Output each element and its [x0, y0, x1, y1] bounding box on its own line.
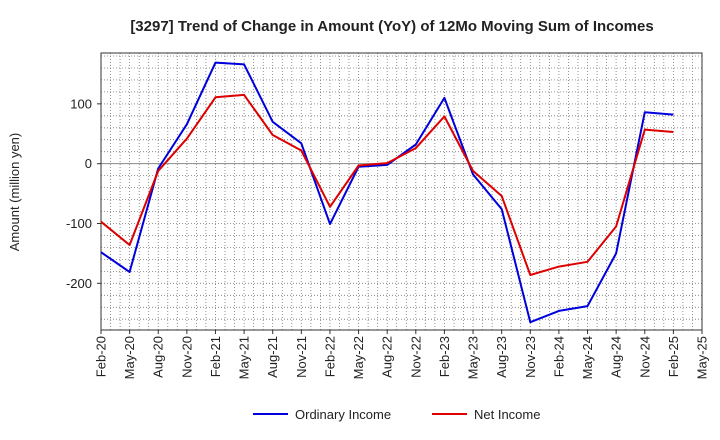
- x-tick-label: Nov-20: [179, 336, 194, 378]
- x-tick-label: Aug-21: [265, 336, 280, 378]
- plot-frame: [100, 52, 703, 331]
- x-tick-label: Feb-24: [551, 336, 566, 377]
- x-tick-label: Feb-21: [208, 336, 223, 377]
- x-tick-label: Nov-22: [408, 336, 423, 378]
- x-tick-label: Feb-25: [666, 336, 681, 377]
- series-group: [100, 61, 674, 324]
- x-tick-label: Nov-21: [294, 336, 309, 378]
- x-tick-label: May-24: [580, 336, 595, 379]
- x-tick-label: Aug-22: [380, 336, 395, 378]
- x-tick-label: Feb-20: [94, 336, 109, 377]
- x-tick-label: Aug-20: [151, 336, 166, 378]
- y-tick-label: 0: [85, 156, 92, 171]
- x-tick-label: May-25: [695, 336, 710, 379]
- x-tick-label: Feb-22: [322, 336, 337, 377]
- x-tick-label: May-20: [122, 336, 137, 379]
- legend-label: Net Income: [474, 407, 540, 422]
- y-tick-label: -100: [66, 216, 92, 231]
- series-line-ordinary-income: [100, 61, 674, 324]
- y-tick-label: 100: [70, 96, 92, 111]
- legend-label: Ordinary Income: [295, 407, 391, 422]
- x-tick-label: May-23: [466, 336, 481, 379]
- x-tick-label: Aug-24: [609, 336, 624, 378]
- x-tick-label: Nov-24: [637, 336, 652, 378]
- x-tick-label: Aug-23: [494, 336, 509, 378]
- legend: Ordinary Income Net Income: [253, 407, 540, 422]
- y-axis-label: Amount (million yen): [7, 133, 22, 252]
- x-tick-label: Nov-23: [523, 336, 538, 378]
- grid: [100, 53, 703, 330]
- x-tick-label: May-22: [351, 336, 366, 379]
- x-tick-label: May-21: [237, 336, 252, 379]
- chart-title: [3297] Trend of Change in Amount (YoY) o…: [130, 18, 653, 35]
- x-tick-label: Feb-23: [437, 336, 452, 377]
- series-line-net-income: [100, 93, 674, 276]
- axes: 100 0 -100 -200 Feb-20 May-20 Aug-20 Nov-20 Feb-…: [66, 52, 710, 379]
- y-tick-label: -200: [66, 276, 92, 291]
